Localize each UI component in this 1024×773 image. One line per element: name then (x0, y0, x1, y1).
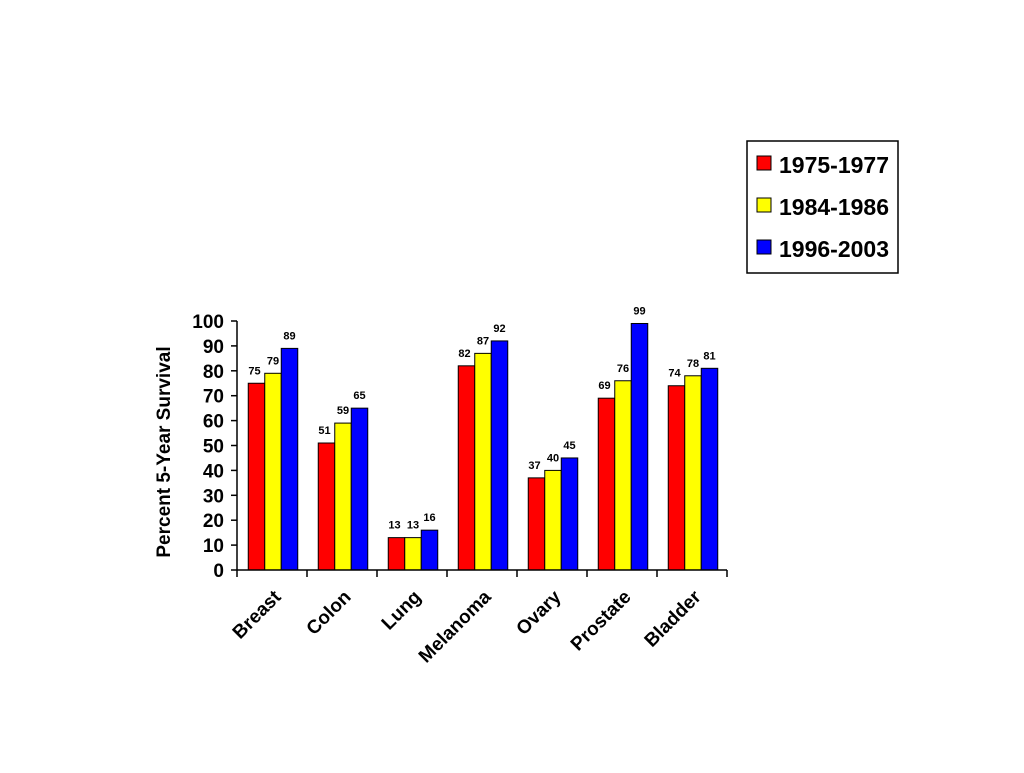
bar-ovary-2 (544, 469, 562, 571)
data-label: 16 (423, 512, 435, 524)
data-label: 92 (493, 323, 505, 335)
y-tick-label: 100 (192, 312, 224, 333)
legend-box (746, 140, 899, 274)
bar-bladder-2 (684, 375, 702, 571)
y-tick-label: 40 (203, 461, 224, 482)
data-label: 78 (687, 358, 699, 370)
bar-colon-2 (334, 422, 352, 571)
bar-prostate-1 (597, 397, 616, 571)
y-tick-label: 80 (203, 362, 224, 383)
bar-lung-3 (420, 529, 439, 571)
legend-swatch (756, 197, 772, 213)
y-tick-label: 10 (203, 536, 224, 557)
legend-label: 1975-1977 (779, 152, 889, 178)
data-label: 65 (353, 390, 365, 402)
x-tick-label: Lung (378, 587, 426, 635)
x-tick-label: Ovary (513, 586, 566, 639)
data-label: 74 (668, 368, 681, 380)
y-tick-label: 60 (203, 412, 224, 433)
bar-colon-3 (350, 407, 369, 571)
data-label: 81 (703, 350, 715, 362)
legend: 1975-1977 1984-1986 1996-2003 (746, 140, 899, 274)
bar-prostate-3 (630, 322, 649, 571)
data-label: 45 (563, 440, 575, 452)
data-label: 69 (598, 380, 610, 392)
data-label: 13 (407, 520, 419, 532)
data-label: 75 (248, 365, 260, 377)
bar-prostate-2 (614, 380, 632, 571)
data-label: 79 (267, 355, 279, 367)
bar-bladder-3 (700, 367, 719, 571)
legend-swatch (756, 155, 772, 171)
plot-area: 0 10 20 30 40 50 60 70 80 90 100 75 79 89 51 59 65 13 13 16… (192, 305, 728, 667)
data-label: 59 (337, 405, 349, 417)
legend-label: 1984-1986 (779, 194, 889, 220)
x-tick-label: Melanoma (415, 586, 496, 667)
bar-breast-2 (264, 372, 282, 571)
bar-ovary-3 (560, 457, 579, 571)
x-tick-label: Bladder (641, 586, 706, 651)
data-label: 82 (458, 348, 470, 360)
bar-ovary-1 (527, 477, 546, 571)
y-tick-label: 20 (203, 511, 224, 532)
y-tick-label: 90 (203, 337, 224, 358)
bar-breast-3 (280, 347, 299, 571)
data-label: 37 (528, 460, 540, 472)
bar-bladder-1 (667, 385, 686, 571)
y-tick-label: 70 (203, 387, 224, 408)
data-label: 40 (547, 452, 559, 464)
bar-melanoma-1 (457, 365, 476, 571)
data-label: 99 (633, 305, 645, 317)
x-tick-label: Colon (303, 587, 356, 640)
data-label: 87 (477, 335, 489, 347)
y-axis-label: Percent 5-Year Survival (154, 346, 175, 557)
legend-label: 1996-2003 (779, 236, 889, 262)
data-label: 89 (283, 330, 295, 342)
data-label: 51 (318, 425, 330, 437)
x-tick-label: Prostate (567, 587, 636, 656)
bar-melanoma-3 (490, 340, 509, 571)
y-tick-label: 30 (203, 486, 224, 507)
bar-lung-2 (404, 537, 422, 571)
bar-lung-1 (387, 537, 406, 571)
data-label: 13 (388, 520, 400, 532)
data-label: 76 (617, 363, 629, 375)
legend-swatch (756, 239, 772, 255)
bar-melanoma-2 (474, 352, 492, 571)
y-tick-label: 50 (203, 437, 224, 458)
y-tick-label: 0 (213, 561, 224, 582)
bar-colon-1 (317, 442, 336, 571)
bar-breast-1 (247, 382, 266, 571)
x-tick-label: Breast (229, 586, 286, 643)
